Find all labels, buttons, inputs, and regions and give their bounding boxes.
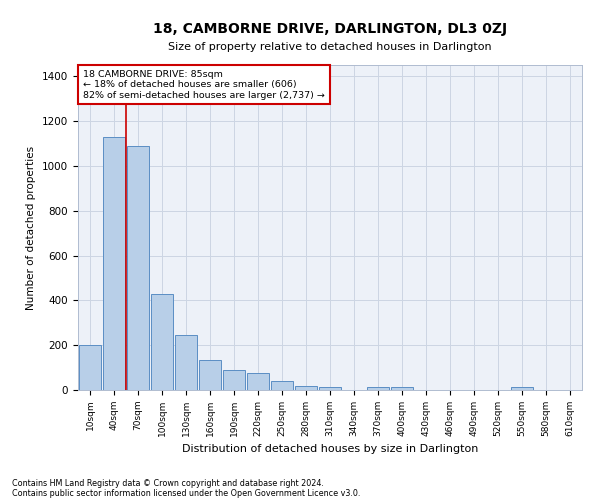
Bar (79, 345, 101, 390)
Bar (223, 370, 245, 390)
Text: Contains public sector information licensed under the Open Government Licence v3: Contains public sector information licen… (12, 488, 361, 498)
X-axis label: Distribution of detached houses by size in Darlington: Distribution of detached houses by size … (182, 444, 478, 454)
Y-axis label: Number of detached properties: Number of detached properties (26, 146, 37, 310)
Bar (247, 373, 269, 390)
Text: 18, CAMBORNE DRIVE, DARLINGTON, DL3 0ZJ: 18, CAMBORNE DRIVE, DARLINGTON, DL3 0ZJ (153, 22, 507, 36)
Bar (199, 360, 221, 390)
Bar (127, 146, 149, 390)
Text: Contains HM Land Registry data © Crown copyright and database right 2024.: Contains HM Land Registry data © Crown c… (12, 478, 324, 488)
Bar (511, 388, 533, 390)
Bar (367, 388, 389, 390)
Text: Size of property relative to detached houses in Darlington: Size of property relative to detached ho… (168, 42, 492, 52)
Bar (271, 381, 293, 390)
Bar (175, 335, 197, 390)
Bar (319, 388, 341, 390)
Bar (295, 386, 317, 390)
Bar (391, 388, 413, 390)
Bar (103, 136, 125, 390)
Bar (151, 294, 173, 390)
Text: 18 CAMBORNE DRIVE: 85sqm
← 18% of detached houses are smaller (606)
82% of semi-: 18 CAMBORNE DRIVE: 85sqm ← 18% of detach… (83, 70, 325, 100)
